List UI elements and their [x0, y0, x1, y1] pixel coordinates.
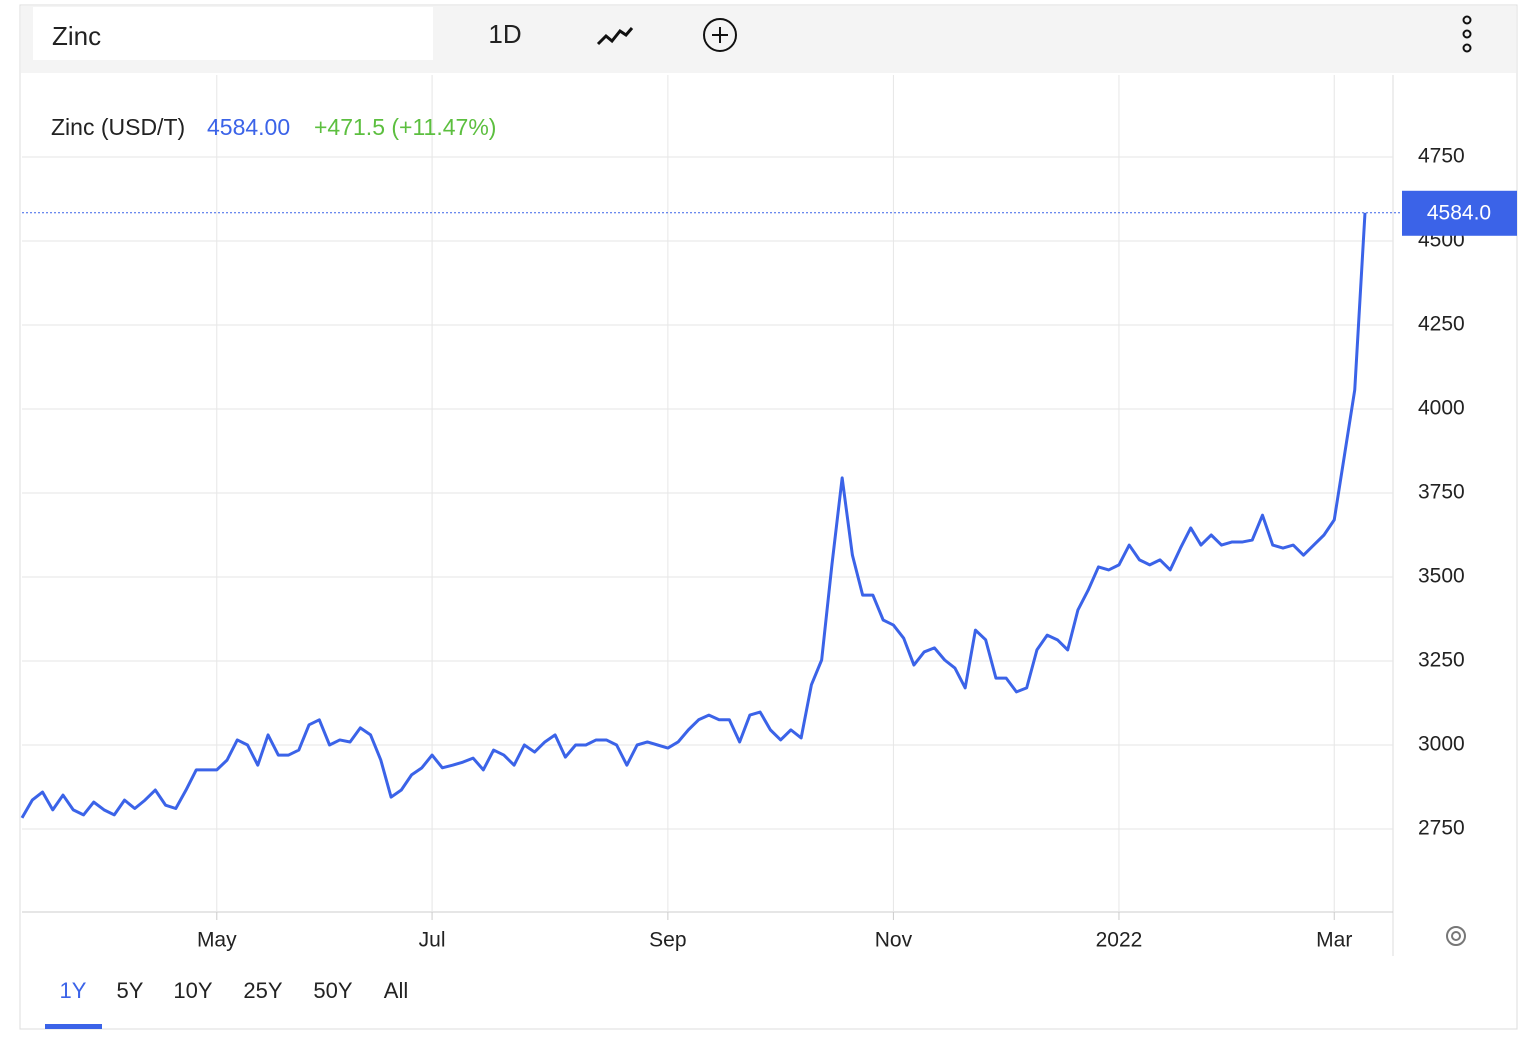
x-tick-label: Nov: [875, 929, 913, 952]
price: 4584.00: [207, 114, 290, 140]
chart-type-icon[interactable]: [596, 27, 634, 46]
change: +471.5 (+11.47%): [314, 114, 496, 140]
y-tick-label: 3000: [1418, 733, 1465, 756]
menu-icon[interactable]: [1462, 15, 1472, 53]
settings-icon[interactable]: [1446, 926, 1466, 946]
x-tick-label: 2022: [1096, 929, 1143, 952]
y-tick-label: 3250: [1418, 649, 1465, 672]
y-tick-label: 4000: [1418, 397, 1465, 420]
range-button[interactable]: 50Y: [313, 978, 352, 1003]
search-box[interactable]: [33, 7, 433, 60]
x-tick-label: May: [197, 929, 237, 952]
x-tick-label: Mar: [1316, 929, 1352, 952]
legend-name: Zinc (USD/T): [51, 114, 185, 140]
range-button[interactable]: All: [384, 978, 408, 1003]
y-tick-label: 4750: [1418, 145, 1465, 168]
y-tick-label: 3500: [1418, 565, 1465, 588]
interval[interactable]: 1D: [488, 19, 521, 49]
range-button[interactable]: 1Y: [60, 978, 87, 1003]
last-price-label: 4584.0: [1427, 201, 1491, 224]
range-button[interactable]: 25Y: [243, 978, 282, 1003]
range-button[interactable]: 5Y: [117, 978, 144, 1003]
frame: [19, 4, 1518, 1030]
x-tick-label: Sep: [649, 929, 686, 952]
y-tick-label: 3750: [1418, 481, 1465, 504]
symbol[interactable]: Zinc: [52, 21, 101, 51]
y-tick-label: 2750: [1418, 817, 1465, 840]
range-button[interactable]: 10Y: [173, 978, 212, 1003]
add-indicator-icon[interactable]: [703, 18, 737, 52]
last-price-tag: [1402, 190, 1517, 236]
y-tick-label: 4250: [1418, 313, 1465, 336]
selected-range-underline: [45, 1024, 102, 1029]
price-line: [20, 212, 1367, 819]
x-tick-label: Jul: [419, 929, 446, 952]
